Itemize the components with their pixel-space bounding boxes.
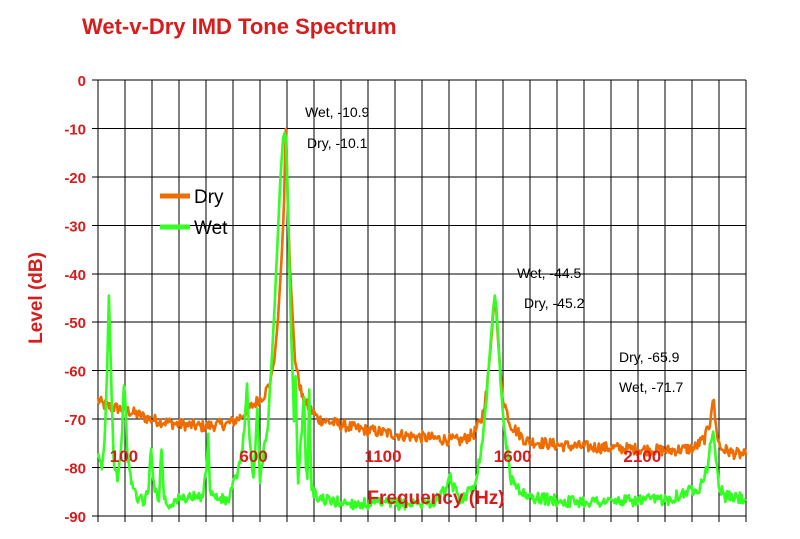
y-tick-label: -60	[64, 364, 86, 381]
annotation-wet-peak2: Wet, -44.5	[517, 265, 582, 281]
annotation-dry-peak1: Dry, -10.1	[307, 135, 368, 151]
chart-title: Wet-v-Dry IMD Tone Spectrum	[82, 14, 397, 39]
annotation-wet-peak1: Wet, -10.9	[305, 104, 370, 120]
y-tick-label: -70	[64, 412, 86, 429]
legend-label-wet: Wet	[194, 218, 228, 239]
x-tick-label: 1100	[365, 447, 402, 466]
series-line-dry	[96, 127, 748, 461]
y-tick-label: 0	[78, 73, 86, 90]
annotation-dry-peak3: Dry, -65.9	[619, 349, 680, 365]
y-tick-label: -80	[64, 461, 86, 478]
y-tick-label: -20	[64, 170, 86, 187]
annotation-dry-peak2: Dry, -45.2	[524, 295, 585, 311]
y-tick-label: -50	[64, 315, 86, 332]
y-axis-title: Level (dB)	[26, 252, 47, 344]
y-tick-label: -90	[64, 509, 86, 526]
y-tick-label: -40	[64, 267, 86, 284]
y-axis-ticks: 0 -10 -20 -30 -40 -50 -60 -70 -80 -90	[64, 73, 86, 526]
legend-label-dry: Dry	[194, 187, 224, 208]
legend: Dry Wet	[160, 187, 228, 239]
x-tick-label: 2100	[623, 447, 661, 466]
annotations: Wet, -10.9 Dry, -10.1 Wet, -44.5 Dry, -4…	[305, 104, 684, 395]
x-tick-label: 1600	[494, 447, 532, 466]
series-layer	[96, 127, 748, 512]
x-tick-label: 600	[239, 447, 267, 466]
y-tick-label: -10	[64, 121, 86, 138]
x-axis-title: Frequency (Hz)	[367, 488, 504, 509]
x-axis-ticks: 100 600 1100 1600 2100	[110, 447, 662, 466]
series-line-wet	[96, 131, 747, 512]
y-tick-label: -30	[64, 218, 86, 235]
x-tick-label: 100	[110, 447, 138, 466]
annotation-wet-peak3: Wet, -71.7	[619, 379, 684, 395]
